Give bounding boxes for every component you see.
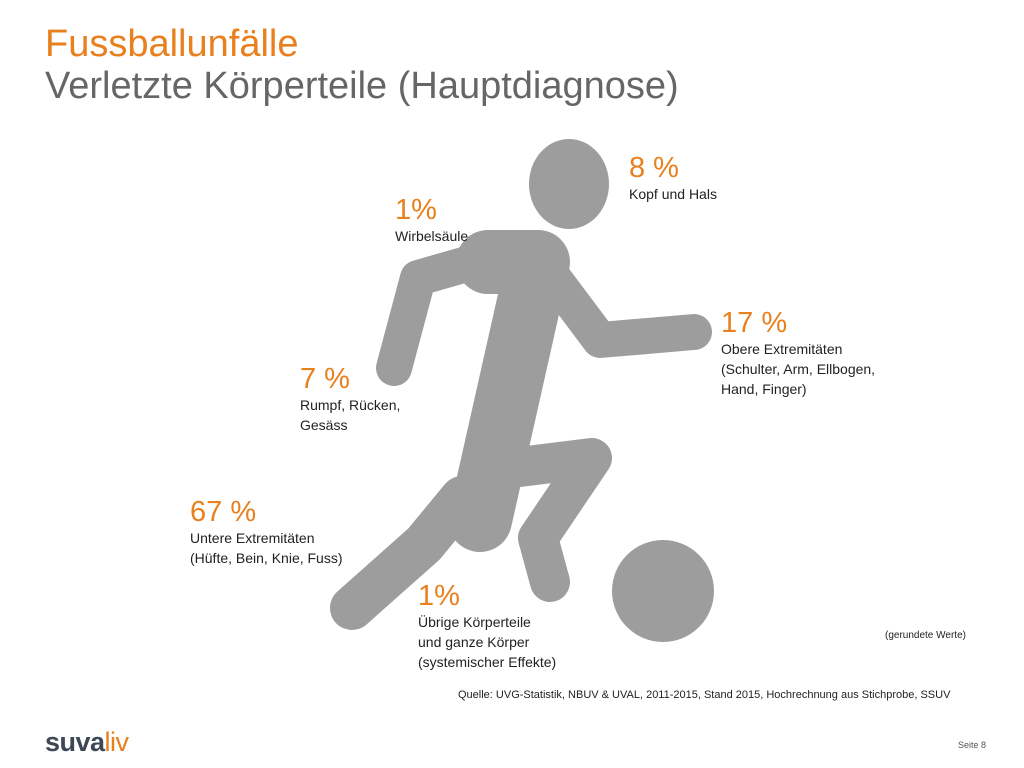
stat-obere-extremitaeten: 17 % Obere Extremitäten (Schulter, Arm, … (721, 307, 875, 399)
stat-untere-extremitaeten: 67 % Untere Extremitäten (Hüfte, Bein, K… (190, 496, 343, 568)
player-front-leg (475, 438, 612, 602)
stat-label: Kopf und Hals (629, 186, 717, 202)
stat-wirbelsaeule: 1% Wirbelsäule (395, 194, 468, 246)
stat-rumpf: 7 % Rumpf, Rücken, Gesäss (300, 363, 400, 435)
stat-kopf-und-hals: 8 % Kopf und Hals (629, 152, 717, 204)
page-number: Seite 8 (958, 740, 987, 750)
stat-label: (systemischer Effekte) (418, 654, 557, 670)
rounded-values-note: (gerundete Werte) (885, 630, 966, 641)
logo-part-suva: suva (45, 727, 105, 757)
ball-icon (612, 540, 714, 642)
stat-percent: 7 % (300, 363, 350, 395)
stat-label: Wirbelsäule (395, 228, 469, 244)
stat-percent: 67 % (190, 496, 257, 528)
player-head (529, 139, 609, 229)
stat-percent: 1% (395, 194, 437, 226)
stat-percent: 1% (418, 580, 460, 612)
page-title: Fussballunfälle (45, 23, 299, 65)
stat-label: Gesäss (300, 417, 348, 433)
player-left-arm (376, 240, 506, 386)
stat-label: Hand, Finger) (721, 381, 807, 397)
stat-label: Übrige Körperteile (418, 614, 531, 630)
stat-label: (Hüfte, Bein, Knie, Fuss) (190, 550, 343, 566)
stat-label: Obere Extremitäten (721, 341, 843, 357)
stat-percent: 17 % (721, 307, 788, 339)
page-subtitle: Verletzte Körperteile (Hauptdiagnose) (45, 65, 679, 107)
player-back-leg (330, 476, 484, 630)
player-right-arm (522, 242, 712, 358)
stat-label: Rumpf, Rücken, (300, 397, 401, 413)
stat-percent: 8 % (629, 152, 679, 184)
stat-uebrige-koerperteile: 1% Übrige Körperteile und ganze Körper (… (418, 580, 556, 672)
suvaliv-logo: suvaliv (45, 727, 129, 757)
stat-label: und ganze Körper (418, 634, 530, 650)
source-note: Quelle: UVG-Statistik, NBUV & UVAL, 2011… (458, 689, 951, 701)
stat-label: Untere Extremitäten (190, 530, 315, 546)
stat-label: (Schulter, Arm, Ellbogen, (721, 361, 876, 377)
logo-part-liv: liv (104, 727, 130, 757)
